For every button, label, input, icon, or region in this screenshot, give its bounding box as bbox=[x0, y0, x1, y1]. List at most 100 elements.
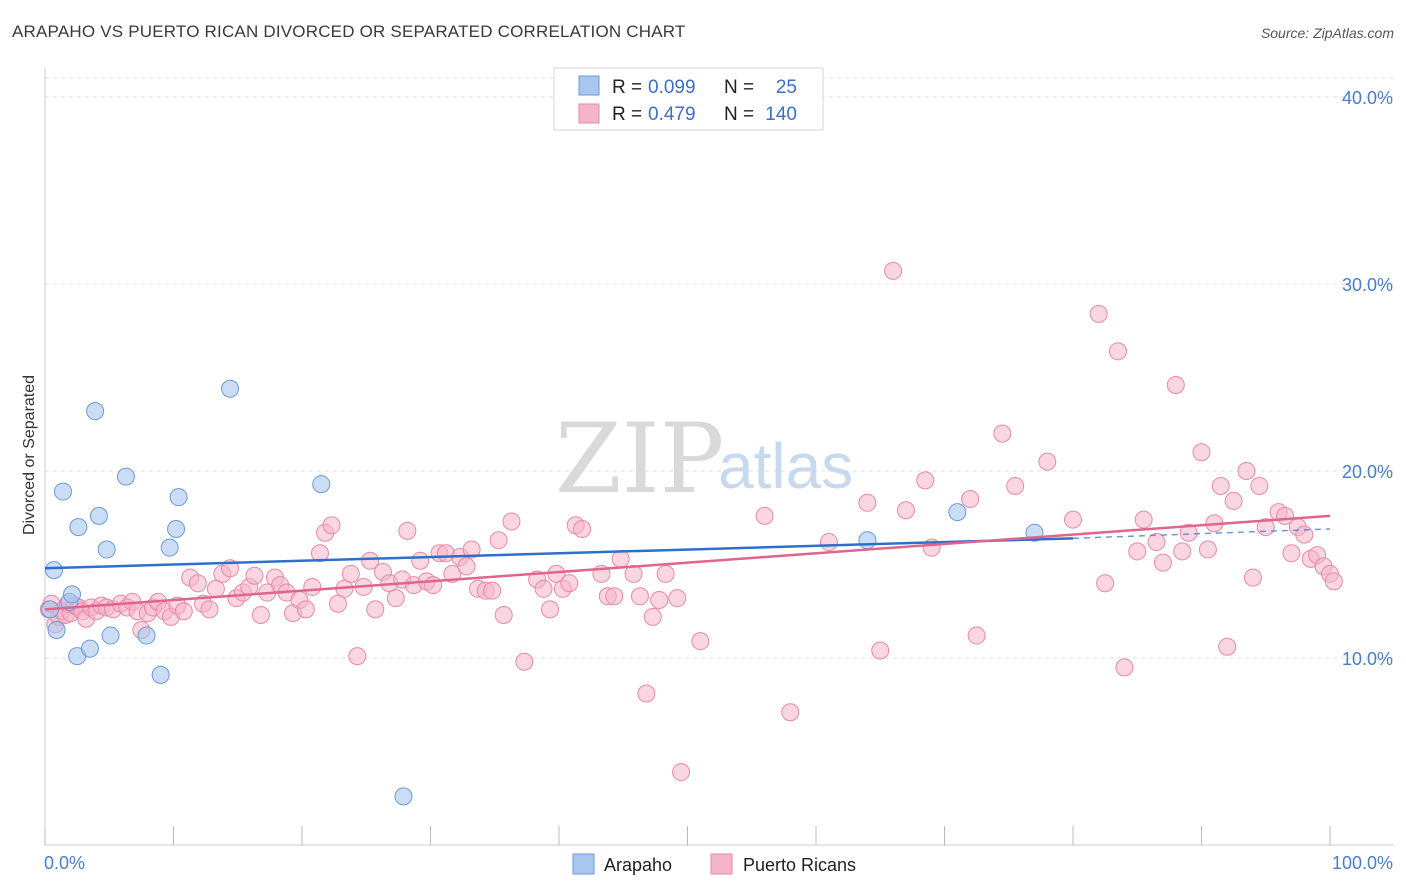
puerto-rican-point bbox=[672, 763, 691, 782]
arapaho-points bbox=[41, 379, 1044, 806]
bottom-legend: Arapaho Puerto Ricans bbox=[572, 853, 856, 875]
puerto-rican-point bbox=[502, 512, 521, 531]
puerto-rican-point bbox=[310, 544, 329, 563]
y-tick-label: 20.0% bbox=[1342, 462, 1393, 482]
puerto-rican-point bbox=[348, 647, 367, 666]
puerto-rican-point bbox=[174, 602, 193, 621]
arapaho-point bbox=[221, 379, 240, 398]
puerto-rican-point bbox=[1179, 523, 1198, 542]
puerto-rican-point bbox=[896, 501, 915, 520]
puerto-rican-point bbox=[605, 587, 624, 606]
arapaho-point bbox=[160, 538, 179, 557]
arapaho-point bbox=[69, 518, 88, 537]
puerto-rican-point bbox=[884, 261, 903, 280]
arapaho-point bbox=[62, 585, 81, 604]
puerto-rican-point bbox=[483, 581, 502, 600]
puerto-rican-point bbox=[200, 600, 219, 619]
puerto-rican-point bbox=[967, 626, 986, 645]
arapaho-point bbox=[86, 402, 105, 421]
arapaho-point bbox=[80, 639, 99, 658]
legend-n-arapaho: 25 bbox=[776, 77, 797, 98]
legend-r-puerto-ricans: 0.479 bbox=[648, 104, 696, 125]
source-label: Source: ZipAtlas.com bbox=[1260, 25, 1394, 41]
x-tick-label-max: 100.0% bbox=[1332, 853, 1393, 873]
puerto-rican-point bbox=[1089, 304, 1108, 323]
puerto-rican-point bbox=[1108, 342, 1127, 361]
legend-swatch-puerto-ricans bbox=[578, 103, 600, 124]
puerto-rican-point bbox=[1115, 658, 1134, 677]
puerto-rican-point bbox=[494, 605, 513, 624]
puerto-rican-point bbox=[781, 703, 800, 722]
arapaho-point bbox=[47, 620, 66, 639]
legend-r-label-2: R = bbox=[612, 104, 642, 125]
legend-n-puerto-ricans: 140 bbox=[765, 104, 797, 125]
puerto-rican-point bbox=[560, 574, 579, 593]
y-tick-label: 40.0% bbox=[1342, 88, 1393, 108]
puerto-rican-point bbox=[251, 605, 270, 624]
top-legend: R = 0.099 N = 25 R = 0.479 N = 140 bbox=[553, 67, 824, 131]
puerto-rican-point bbox=[328, 594, 347, 613]
puerto-rican-point bbox=[1038, 452, 1057, 471]
bottom-legend-swatch-arapaho bbox=[572, 853, 595, 875]
puerto-rican-point bbox=[366, 600, 385, 619]
arapaho-point bbox=[858, 531, 877, 550]
legend-swatch-arapaho bbox=[578, 75, 600, 96]
puerto-rican-point bbox=[1237, 462, 1256, 480]
watermark-atlas: atlas bbox=[718, 430, 853, 502]
bottom-legend-arapaho: Arapaho bbox=[604, 855, 672, 875]
arapaho-trend-line bbox=[44, 537, 1074, 570]
puerto-rican-point bbox=[1198, 540, 1217, 559]
puerto-rican-point bbox=[755, 506, 774, 525]
arapaho-point bbox=[44, 561, 63, 580]
axes bbox=[44, 68, 1393, 846]
chart-title: ARAPAHO VS PUERTO RICAN DIVORCED OR SEPA… bbox=[12, 22, 686, 41]
puerto-rican-point bbox=[1128, 542, 1147, 561]
puerto-rican-point bbox=[858, 493, 877, 512]
y-tick-label: 10.0% bbox=[1342, 649, 1393, 669]
puerto-rican-point bbox=[1211, 476, 1230, 495]
arapaho-point bbox=[394, 787, 413, 806]
puerto-rican-point bbox=[1134, 510, 1153, 529]
puerto-rican-point bbox=[691, 632, 710, 651]
puerto-rican-point bbox=[1006, 476, 1025, 495]
puerto-rican-point bbox=[1153, 553, 1172, 572]
puerto-rican-point bbox=[424, 576, 443, 595]
puerto-rican-point bbox=[993, 424, 1012, 443]
arapaho-point bbox=[137, 626, 156, 645]
watermark: ZIP atlas bbox=[555, 403, 853, 515]
puerto-rican-point bbox=[462, 540, 481, 559]
puerto-rican-point bbox=[916, 471, 935, 490]
puerto-rican-point bbox=[630, 587, 649, 606]
arapaho-point bbox=[101, 626, 120, 645]
legend-r-arapaho: 0.099 bbox=[648, 77, 696, 98]
puerto-rican-point bbox=[573, 519, 592, 538]
arapaho-point bbox=[167, 519, 186, 538]
puerto-rican-point bbox=[1064, 510, 1082, 529]
puerto-rican-point bbox=[457, 557, 476, 576]
puerto-rican-point bbox=[188, 574, 207, 593]
puerto-rican-point bbox=[1218, 637, 1237, 656]
puerto-rican-point bbox=[611, 549, 630, 568]
arapaho-point bbox=[169, 488, 188, 507]
puerto-rican-point bbox=[871, 641, 890, 660]
puerto-rican-point bbox=[296, 600, 315, 619]
puerto-rican-point bbox=[1250, 476, 1269, 495]
puerto-rican-point bbox=[1295, 525, 1314, 544]
arapaho-point bbox=[97, 540, 116, 559]
puerto-rican-point bbox=[443, 564, 462, 583]
puerto-rican-point bbox=[1173, 542, 1192, 561]
puerto-rican-point bbox=[245, 566, 264, 585]
puerto-rican-point bbox=[819, 533, 838, 552]
legend-n-label-2: N = bbox=[724, 104, 754, 125]
puerto-rican-point bbox=[1282, 544, 1301, 563]
puerto-rican-point bbox=[1096, 574, 1115, 593]
puerto-rican-point bbox=[515, 652, 534, 671]
puerto-rican-point bbox=[643, 607, 662, 626]
watermark-zip: ZIP bbox=[555, 403, 724, 515]
puerto-rican-point bbox=[489, 531, 508, 550]
puerto-rican-point bbox=[361, 551, 380, 570]
puerto-rican-point bbox=[637, 684, 656, 703]
puerto-rican-point bbox=[1243, 568, 1262, 587]
puerto-rican-point bbox=[322, 516, 341, 535]
